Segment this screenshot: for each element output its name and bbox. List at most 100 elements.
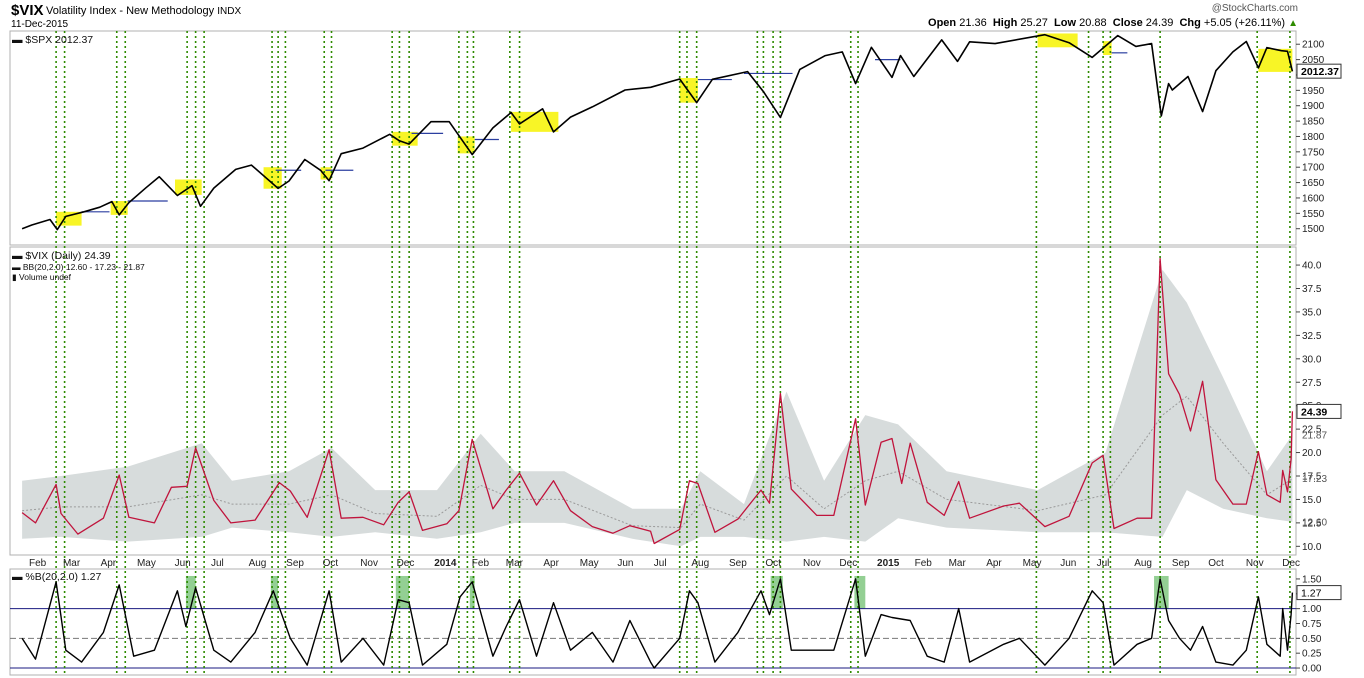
- y-tick-label-pctb: 0.00: [1302, 664, 1322, 675]
- y-tick-label-vix: 30.0: [1302, 354, 1322, 365]
- open-label: Open: [928, 17, 957, 29]
- x-axis-label: Mar: [63, 558, 81, 569]
- x-axis-label: Jul: [211, 558, 224, 569]
- chg-value: +5.05 (+26.11%): [1203, 17, 1286, 29]
- y-tick-label-spx: 1850: [1302, 117, 1325, 128]
- signal-lines: [55, 31, 1291, 675]
- y-tick-label-vix: 15.0: [1302, 495, 1322, 506]
- y-tick-label-spx: 1650: [1302, 178, 1325, 189]
- pctb-highlight-box: [469, 575, 475, 609]
- panel-frames: [9, 30, 1297, 676]
- x-axis-label: May: [137, 558, 156, 569]
- pctb-line: [21, 578, 1294, 669]
- y-tick-label-vix: 10.0: [1302, 542, 1322, 553]
- x-axis-label: Jun: [617, 558, 633, 569]
- y-tick-label-spx: 1700: [1302, 163, 1325, 174]
- x-axis-label: Dec: [397, 558, 415, 569]
- close-label: Close: [1112, 17, 1143, 29]
- index-name: Volatility Index - New Methodology: [46, 5, 215, 17]
- y-tick-label-spx: 1500: [1302, 224, 1325, 235]
- x-axis-label: Jun: [1060, 558, 1076, 569]
- x-axis-label: 2014: [434, 558, 457, 569]
- low-label: Low: [1054, 17, 1077, 29]
- x-axis-label: Feb: [915, 558, 933, 569]
- pctb-last-value: 1.27: [1301, 588, 1322, 600]
- x-axis-label: Jul: [654, 558, 667, 569]
- x-axis-label: Jul: [1097, 558, 1110, 569]
- x-axis-label: Oct: [323, 558, 339, 569]
- chart-date: 11-Dec-2015: [11, 19, 69, 30]
- pctb-last-value-box: [1296, 585, 1342, 601]
- y-tick-label-pctb: 0.75: [1302, 619, 1322, 630]
- spx-highlight-box: [320, 167, 332, 180]
- x-axis-label: Dec: [1282, 558, 1300, 569]
- spx-highlight-box: [1103, 41, 1112, 55]
- y-tick-label-spx: 1900: [1302, 101, 1325, 112]
- low-value: 20.88: [1079, 17, 1107, 29]
- volume-legend: ▮ Volume undef: [12, 272, 72, 282]
- x-axis-label: Feb: [472, 558, 490, 569]
- chg-label: Chg: [1179, 17, 1201, 29]
- x-axis-label: Dec: [839, 558, 857, 569]
- symbol-title: $VIX: [11, 2, 44, 19]
- y-tick-label-spx: 1600: [1302, 193, 1325, 204]
- panel-frame: [9, 246, 1297, 556]
- x-axis-label: 2015: [877, 558, 900, 569]
- spx-highlight-box: [110, 201, 128, 215]
- spx-highlight-box: [1258, 48, 1293, 72]
- y-tick-label-vix: 37.5: [1302, 284, 1322, 295]
- x-axis-label: Apr: [986, 558, 1002, 569]
- y-tick-label-pctb: 0.50: [1302, 634, 1322, 645]
- close-value: 24.39: [1145, 17, 1174, 29]
- y-tick-label-vix: 32.5: [1302, 331, 1322, 342]
- y-tick-label-spx: 1950: [1302, 86, 1325, 97]
- x-axis-label: Jun: [175, 558, 191, 569]
- x-axis-label: Oct: [765, 558, 781, 569]
- x-axis-label: May: [580, 558, 599, 569]
- y-tick-label-pctb: 1.00: [1302, 604, 1322, 615]
- x-axis-label: Nov: [803, 558, 821, 569]
- y-tick-label-pctb: 0.25: [1302, 649, 1322, 660]
- y-tick-label-vix: 40.0: [1302, 261, 1322, 272]
- high-value: 25.27: [1020, 17, 1048, 29]
- spx-legend: ▬ $SPX 2012.37: [12, 34, 93, 46]
- y-tick-label-pctb: 1.50: [1302, 574, 1322, 585]
- bollinger-bands: [10, 52, 1296, 669]
- panel-frame: [9, 568, 1297, 676]
- y-tick-label-spx: 1750: [1302, 147, 1325, 158]
- y-tick-label-vix: 27.5: [1302, 378, 1322, 389]
- y-tick-label-vix: 20.0: [1302, 448, 1322, 459]
- series-lines: [21, 33, 1294, 669]
- stockcharts-logo: @StockCharts.com: [1211, 3, 1298, 14]
- chart-name: Volatility Index - New Methodology INDX: [46, 5, 241, 17]
- pctb-highlight-box: [185, 575, 196, 609]
- x-axis-label: Apr: [543, 558, 559, 569]
- x-axis-label: Sep: [286, 558, 304, 569]
- panel-legends: ▬ $SPX 2012.37 ▬ $VIX (Daily) 24.39▬ BB(2…: [12, 34, 145, 583]
- y-tick-label-spx: 1550: [1302, 209, 1325, 220]
- x-axis-label: Aug: [691, 558, 709, 569]
- y-tick-label-vix: 35.0: [1302, 307, 1322, 318]
- bb-value-label: 12.60: [1302, 517, 1327, 528]
- x-axis-label: Oct: [1208, 558, 1224, 569]
- x-axis-label: Mar: [949, 558, 967, 569]
- bb-legend: ▬ BB(20,2.0) 12.60 - 17.23 - 21.87: [12, 262, 145, 272]
- spx-highlight-box: [1037, 33, 1078, 48]
- vix-legend: ▬ $VIX (Daily) 24.39: [12, 250, 111, 262]
- x-axis-label: Sep: [729, 558, 747, 569]
- spx-last-value: 2012.37: [1301, 66, 1339, 78]
- y-tick-label-vix: 22.5: [1302, 425, 1322, 436]
- x-axis-label: Nov: [360, 558, 378, 569]
- spx-last-value-box: [1296, 63, 1342, 79]
- pctb-legend: ▬ %B(20,2.0) 1.27: [12, 571, 101, 583]
- bb-value-label: 21.87: [1302, 431, 1327, 442]
- exchange-label: INDX: [217, 6, 242, 17]
- high-label: High: [992, 17, 1018, 29]
- bb-middle-line: [22, 395, 1293, 529]
- x-axis-label: Nov: [1246, 558, 1264, 569]
- pctb-highlight-box: [854, 575, 866, 609]
- vix-last-value: 24.39: [1301, 406, 1327, 418]
- open-value: 21.36: [959, 17, 987, 29]
- x-axis-label: Aug: [249, 558, 267, 569]
